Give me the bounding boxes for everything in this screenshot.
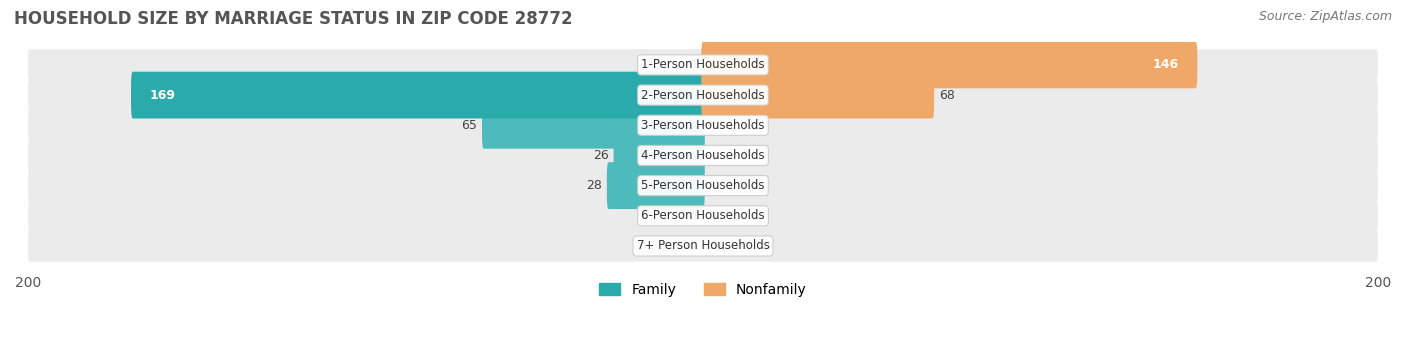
Text: 7+ Person Households: 7+ Person Households <box>637 239 769 252</box>
Text: 4-Person Households: 4-Person Households <box>641 149 765 162</box>
Text: 169: 169 <box>149 89 176 102</box>
Text: 0: 0 <box>710 179 717 192</box>
FancyBboxPatch shape <box>28 140 1378 171</box>
Legend: Family, Nonfamily: Family, Nonfamily <box>593 277 813 302</box>
Text: 28: 28 <box>586 179 602 192</box>
Text: Source: ZipAtlas.com: Source: ZipAtlas.com <box>1258 10 1392 23</box>
FancyBboxPatch shape <box>613 132 704 179</box>
FancyBboxPatch shape <box>28 230 1378 262</box>
Text: 0: 0 <box>689 239 696 252</box>
Text: HOUSEHOLD SIZE BY MARRIAGE STATUS IN ZIP CODE 28772: HOUSEHOLD SIZE BY MARRIAGE STATUS IN ZIP… <box>14 10 572 28</box>
Text: 0: 0 <box>710 149 717 162</box>
FancyBboxPatch shape <box>607 162 704 209</box>
Text: 68: 68 <box>939 89 955 102</box>
Text: 146: 146 <box>1153 58 1178 71</box>
Text: 5-Person Households: 5-Person Households <box>641 179 765 192</box>
FancyBboxPatch shape <box>131 72 704 118</box>
Text: 65: 65 <box>461 119 477 132</box>
Text: 1-Person Households: 1-Person Households <box>641 58 765 71</box>
FancyBboxPatch shape <box>702 42 1198 88</box>
Text: 26: 26 <box>593 149 609 162</box>
FancyBboxPatch shape <box>702 72 934 118</box>
Text: 0: 0 <box>689 58 696 71</box>
FancyBboxPatch shape <box>28 49 1378 80</box>
FancyBboxPatch shape <box>28 200 1378 232</box>
Text: 0: 0 <box>710 119 717 132</box>
Text: 3-Person Households: 3-Person Households <box>641 119 765 132</box>
FancyBboxPatch shape <box>482 102 704 149</box>
Text: 0: 0 <box>710 209 717 222</box>
FancyBboxPatch shape <box>28 109 1378 141</box>
Text: 6-Person Households: 6-Person Households <box>641 209 765 222</box>
Text: 0: 0 <box>710 239 717 252</box>
FancyBboxPatch shape <box>28 79 1378 111</box>
Text: 0: 0 <box>689 209 696 222</box>
FancyBboxPatch shape <box>28 170 1378 201</box>
Text: 2-Person Households: 2-Person Households <box>641 89 765 102</box>
